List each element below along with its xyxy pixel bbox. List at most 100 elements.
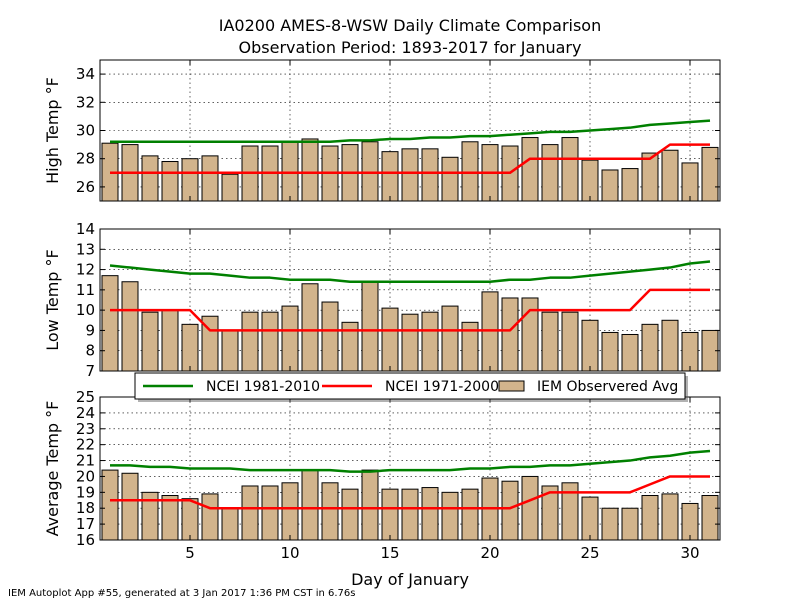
y-tick-label: 34: [76, 65, 95, 83]
observed-bar-day-16: [401, 313, 419, 372]
observed-bar-day-26: [601, 169, 619, 202]
observed-bar-day-18: [441, 156, 459, 202]
x-tick-label: 25: [580, 544, 599, 562]
y-tick-label: 28: [76, 150, 95, 168]
observed-bar-day-18: [441, 491, 459, 541]
ncei-1981-2010-line: [110, 449, 711, 473]
observed-bar-day-9: [261, 485, 279, 541]
observed-bar-day-26: [601, 507, 619, 541]
y-tick-label: 19: [76, 483, 95, 501]
observed-bar-day-14: [361, 469, 379, 541]
observed-bar-day-5: [181, 498, 199, 541]
observed-bar-day-17: [421, 487, 439, 541]
observed-bar-day-29: [661, 149, 679, 202]
observed-bar-day-26: [601, 331, 619, 372]
observed-bar-day-7: [221, 173, 239, 202]
x-tick-label: 30: [680, 544, 699, 562]
y-tick-label: 17: [76, 515, 95, 533]
observed-bar-day-8: [241, 485, 259, 541]
observed-bar-day-28: [641, 323, 659, 372]
y-tick-label: 11: [76, 281, 95, 299]
observed-bar-day-3: [141, 311, 159, 372]
y-tick-label: 22: [76, 436, 95, 454]
observed-bar-day-23: [541, 311, 559, 372]
observed-bar-day-31: [701, 146, 719, 202]
observed-bar-day-2: [121, 472, 139, 541]
y-tick-label: 8: [85, 342, 95, 360]
observed-bar-day-10: [281, 141, 299, 202]
observed-bar-day-8: [241, 311, 259, 372]
y-axis-label: Low Temp °F: [43, 249, 62, 351]
observed-bar-day-12: [321, 482, 339, 541]
observed-bar-day-7: [221, 507, 239, 541]
observed-bar-day-11: [301, 283, 319, 372]
observed-bar-day-6: [201, 493, 219, 541]
y-axis-label: Average Temp °F: [43, 401, 62, 537]
observed-bar-day-27: [621, 168, 639, 202]
footer-text: IEM Autoplot App #55, generated at 3 Jan…: [8, 588, 356, 599]
observed-bar-day-25: [581, 319, 599, 372]
x-axis-label: Day of January: [351, 570, 469, 589]
ncei-1971-2000-line: [110, 288, 710, 332]
y-tick-label: 10: [76, 301, 95, 319]
y-tick-label: 25: [76, 388, 95, 406]
observed-bar-day-19: [461, 488, 479, 541]
y-tick-label: 24: [76, 404, 95, 422]
x-tick-label: 20: [480, 544, 499, 562]
observed-bar-day-15: [381, 488, 399, 541]
observed-bar-day-7: [221, 329, 239, 372]
observed-bar-day-27: [621, 333, 639, 372]
observed-bar-day-5: [181, 158, 199, 202]
y-tick-label: 20: [76, 467, 95, 485]
observed-bar-day-16: [401, 148, 419, 202]
high-temp-panel: 26 28 30 32 34 High Temp °F: [43, 59, 721, 202]
observed-bar-day-27: [621, 507, 639, 541]
observed-bar-day-4: [161, 309, 179, 372]
observed-bar-day-12: [321, 301, 339, 372]
observed-bar-day-3: [141, 155, 159, 202]
y-tick-label: 13: [76, 240, 95, 258]
observed-bar-day-17: [421, 311, 439, 372]
legend-label-ncei-1981-2010: NCEI 1981-2010: [206, 379, 320, 395]
observed-bar-day-1: [101, 469, 119, 541]
legend-label-observed: IEM Observered Avg: [537, 379, 678, 395]
observed-bar-day-31: [701, 495, 719, 541]
observed-bar-day-24: [561, 137, 579, 202]
x-tick-label: 15: [380, 544, 399, 562]
ncei-1981-2010-line: [109, 260, 711, 283]
observed-bar-day-2: [121, 281, 139, 372]
observed-bar-day-13: [341, 488, 359, 541]
observed-bar-day-10: [281, 482, 299, 541]
ncei-1971-2000-line: [110, 475, 710, 510]
ncei-1971-2000-line: [110, 143, 710, 175]
observed-bar-day-29: [661, 493, 679, 541]
y-tick-label: 21: [76, 452, 95, 470]
observed-bar-day-22: [521, 137, 539, 202]
y-tick-label: 12: [76, 261, 95, 279]
observed-bar-day-15: [381, 307, 399, 372]
observed-bar-day-18: [441, 305, 459, 372]
observed-bar-day-6: [201, 155, 219, 202]
low-temp-panel: 7 8 9 10 11 12 13 14 Low Temp °F: [43, 220, 721, 380]
observed-bar-day-29: [661, 319, 679, 372]
observed-bar-day-25: [581, 496, 599, 541]
observed-bar-day-22: [521, 475, 539, 541]
observed-bar-day-30: [681, 162, 699, 202]
observed-bar-day-4: [161, 495, 179, 541]
y-tick-label: 30: [76, 122, 95, 140]
observed-bar-day-28: [641, 152, 659, 202]
observed-bar-day-5: [181, 323, 199, 372]
observed-bar-day-4: [161, 161, 179, 202]
y-tick-label: 7: [85, 362, 95, 380]
legend-swatch-observed: [498, 380, 525, 392]
observed-bar-day-9: [261, 311, 279, 372]
y-tick-label: 32: [76, 93, 95, 111]
y-tick-label: 18: [76, 499, 95, 517]
observed-bar-day-16: [401, 488, 419, 541]
chart-title-line1: IA0200 AMES-8-WSW Daily Climate Comparis…: [219, 16, 601, 35]
x-tick-label: 10: [280, 544, 299, 562]
legend-label-ncei-1971-2000: NCEI 1971-2000: [385, 379, 499, 395]
legend-box: [134, 372, 686, 400]
observed-bar-day-23: [541, 144, 559, 202]
